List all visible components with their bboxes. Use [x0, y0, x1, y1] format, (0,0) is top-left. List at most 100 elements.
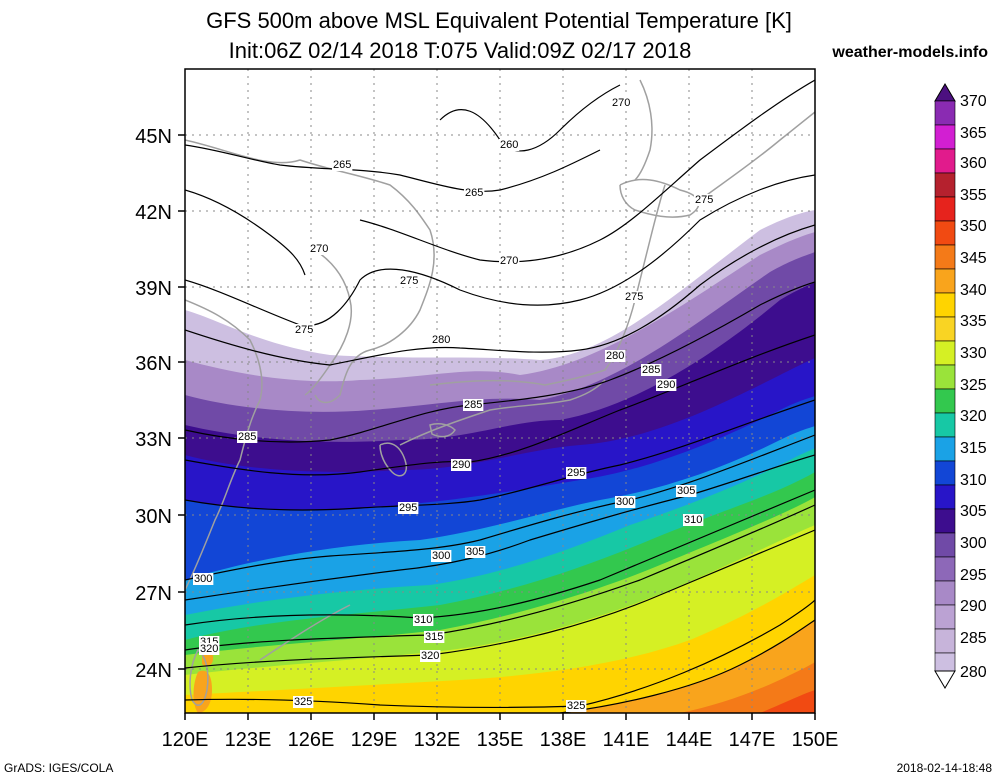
contour-315 — [185, 504, 815, 651]
lat-labels: 24N 27N 30N 33N 36N 39N 42N 45N — [135, 126, 172, 682]
colorbar-swatch — [934, 268, 956, 294]
contour-label: 295 — [399, 502, 417, 514]
contour-label-bg — [465, 546, 486, 558]
contour-label-bg — [694, 194, 715, 206]
band-350 — [760, 690, 815, 713]
contour-label-bg — [605, 350, 626, 362]
site-credit: weather-models.info — [832, 44, 988, 61]
colorbar-label: 325 — [960, 377, 987, 394]
colorbar-label: 290 — [960, 598, 987, 615]
contour-label-bg — [424, 631, 445, 643]
contour-label-bg — [294, 324, 315, 336]
coast-honshu — [429, 184, 666, 386]
colorbar-label: 315 — [960, 440, 987, 457]
contour-285 — [185, 281, 815, 443]
contour-label-bg — [499, 139, 520, 151]
contour-label: 305 — [466, 546, 484, 558]
lon-label: 123E — [225, 729, 272, 751]
colorbar-swatch — [934, 412, 956, 438]
contour-label-bg — [309, 243, 330, 255]
lat-label: 33N — [135, 429, 172, 451]
contour-label-bg — [676, 485, 697, 497]
colorbar-label: 350 — [960, 218, 987, 235]
colorbar-label: 355 — [960, 187, 987, 204]
contour-label-bg — [399, 275, 420, 287]
colorbar-swatch — [934, 604, 956, 630]
lat-label: 30N — [135, 506, 172, 528]
contour-310 — [185, 489, 815, 626]
lon-label: 126E — [288, 729, 335, 751]
colorbar-label: 335 — [960, 313, 987, 330]
contour-label-bg — [420, 650, 441, 662]
footer-credit: GrADS: IGES/COLA — [4, 761, 114, 775]
lon-label: 129E — [351, 729, 398, 751]
contour-label: 275 — [400, 275, 418, 287]
chart-subtitle: Init:06Z 02/14 2018 T:075 Valid:09Z 02/1… — [228, 38, 692, 63]
colorbar-label: 305 — [960, 503, 987, 520]
contour-label: 305 — [677, 485, 695, 497]
colorbar-swatch — [934, 340, 956, 366]
colorbar-swatch — [934, 556, 956, 582]
contour-label: 260 — [500, 139, 518, 151]
contour-320 — [185, 529, 815, 669]
colorbar-swatch — [934, 124, 956, 150]
contour-270a — [185, 189, 306, 276]
graticule — [185, 69, 815, 713]
colorbar-swatch — [934, 364, 956, 390]
coast-kurils — [699, 111, 815, 201]
colorbar-label: 365 — [960, 125, 987, 142]
contour-label-bg — [683, 514, 704, 526]
contour-300 — [185, 434, 815, 581]
coast-honshu-south — [399, 379, 606, 446]
contour-label-bg — [237, 431, 258, 443]
coast-ryukyu — [259, 604, 351, 661]
contour-label-bg — [199, 643, 220, 655]
contour-label-bg — [566, 467, 587, 479]
lat-label: 42N — [135, 202, 172, 224]
contour-label: 275 — [695, 194, 713, 206]
colorbar-label: 295 — [960, 567, 987, 584]
lat-label: 27N — [135, 583, 172, 605]
lon-label: 144E — [666, 729, 713, 751]
contour-label: 300 — [194, 573, 212, 585]
coastlines — [185, 79, 815, 706]
contour-label-bg — [332, 159, 353, 171]
contour-290 — [185, 334, 815, 476]
colorbar-labels: 370 365 360 355 350 345 340 335 330 325 … — [960, 93, 987, 681]
footer-timestamp: 2018-02-14-18:48 — [896, 761, 992, 775]
band-340 — [560, 620, 815, 713]
colorbar-label: 320 — [960, 408, 987, 425]
coast-kyushu — [379, 442, 407, 477]
band-345 — [680, 662, 815, 713]
colorbar-swatch — [934, 292, 956, 318]
contour-label: 270 — [500, 255, 518, 267]
contour-label: 300 — [616, 496, 634, 508]
colorbar-label: 370 — [960, 93, 987, 110]
contour-label-bg — [611, 97, 632, 109]
colorbar-swatch — [934, 436, 956, 462]
contour-label-bg — [499, 255, 520, 267]
colorbar-min-arrow — [934, 670, 956, 689]
colorbar-label: 340 — [960, 282, 987, 299]
colorbar-swatch — [934, 628, 956, 654]
coast-sakhalin — [634, 79, 653, 181]
colorbar-swatch — [934, 244, 956, 270]
contour-270b — [359, 79, 815, 263]
contour-label: 285 — [238, 431, 256, 443]
contour-label-bg — [641, 364, 662, 376]
lon-label: 150E — [792, 729, 839, 751]
lat-label: 36N — [135, 353, 172, 375]
colorbar-label: 360 — [960, 155, 987, 172]
contour-label-bg — [293, 696, 314, 708]
contour-label: 265 — [465, 187, 483, 199]
lat-label: 39N — [135, 278, 172, 300]
lat-label: 45N — [135, 126, 172, 148]
contour-label: 280 — [432, 334, 450, 346]
chart-title: GFS 500m above MSL Equivalent Potential … — [206, 8, 792, 33]
contour-label-bg — [624, 291, 645, 303]
contour-label-bg — [464, 187, 485, 199]
band-335 — [185, 575, 815, 713]
lon-label: 141E — [603, 729, 650, 751]
contour-label-bg — [615, 496, 636, 508]
